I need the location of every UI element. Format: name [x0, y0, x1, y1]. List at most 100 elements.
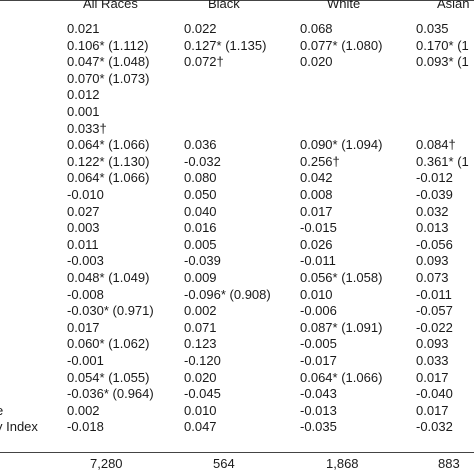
cell-black: 0.072†: [184, 54, 224, 70]
table-row: 0.001: [0, 103, 474, 121]
cell-white: -0.005: [300, 336, 337, 352]
cell-all-races: -0.008: [67, 286, 104, 302]
table-top-rule: [0, 0, 474, 1]
cell-black: 0.009: [184, 270, 217, 285]
cell-white: 0.017: [300, 203, 333, 219]
cell-black: -0.032: [184, 153, 221, 169]
n-white: 1,868: [326, 456, 359, 471]
cell-white: -0.015: [300, 220, 337, 236]
cell-black: 0.127* (1.135): [184, 37, 267, 53]
cell-black: -0.045: [184, 386, 221, 402]
cell-asian: 0.033: [416, 353, 449, 368]
cell-black: 0.010: [184, 402, 217, 418]
cell-black: 0.047: [184, 419, 217, 435]
table-row: 0.027 0.040 0.017 0.032: [0, 203, 474, 221]
cell-black: 0.005: [184, 236, 217, 252]
cell-asian: 0.093: [416, 253, 449, 269]
cell-all-races: 0.027: [67, 203, 100, 219]
cell-white: 0.068: [300, 21, 333, 36]
cell-all-races: -0.018: [67, 419, 104, 435]
cell-asian: 0.017: [416, 369, 449, 385]
cell-white: -0.017: [300, 353, 337, 368]
cell-asian: -0.032: [416, 419, 453, 435]
table-row: -0.001 -0.120 -0.017 0.033: [0, 352, 474, 370]
cell-asian: -0.039: [416, 187, 453, 202]
row-label: y Index: [0, 419, 38, 435]
cell-black: 0.002: [184, 303, 217, 319]
header-white: White: [327, 0, 361, 11]
cell-asian: 0.361* (1: [416, 153, 469, 169]
cell-black: -0.096* (0.908): [184, 286, 271, 302]
cell-all-races: 0.011: [67, 236, 99, 252]
table-row: 0.021 0.022 0.068 0.035: [0, 20, 474, 38]
table-row: -0.010 0.050 0.008 -0.039: [0, 186, 474, 204]
header-black: Black: [208, 0, 240, 11]
n-asian: 883: [438, 456, 460, 471]
cell-white: 0.042: [300, 170, 333, 186]
table-row: 0.064* (1.066) 0.080 0.042 -0.012: [0, 169, 474, 187]
cell-all-races: 0.106* (1.112): [67, 37, 149, 53]
cell-asian: 0.084†: [416, 137, 456, 153]
cell-white: 0.026: [300, 236, 333, 252]
n-black: 564: [213, 456, 235, 471]
cell-asian: 0.017: [416, 402, 449, 418]
cell-all-races: 0.012: [67, 87, 100, 103]
cell-all-races: 0.002: [67, 402, 100, 418]
table-row: 0.106* (1.112) 0.127* (1.135) 0.077* (1.08…: [0, 37, 474, 55]
table-row: 0.033†: [0, 120, 474, 138]
table-row: 0.060* (1.062) 0.123 -0.005 0.093: [0, 335, 474, 353]
cell-asian: -0.011: [416, 286, 452, 302]
table-row: -0.030* (0.971) 0.002 -0.006 -0.057: [0, 302, 474, 320]
table-row: e 0.002 0.010 -0.013 0.017: [0, 402, 474, 420]
cell-all-races: 0.047* (1.048): [67, 54, 150, 70]
cell-all-races: -0.036* (0.964): [67, 386, 154, 402]
table-row: 0.070* (1.073): [0, 70, 474, 88]
cell-black: 0.123: [184, 336, 217, 352]
cell-all-races: 0.070* (1.073): [67, 70, 150, 86]
cell-asian: -0.057: [416, 303, 453, 319]
cell-white: -0.035: [300, 419, 337, 435]
cell-black: 0.022: [184, 21, 217, 36]
sample-size-row: 7,280 564 1,868 883: [0, 455, 474, 473]
cell-all-races: 0.001: [67, 104, 100, 119]
cell-asian: -0.012: [416, 170, 453, 186]
header-asian: Asian: [437, 0, 470, 11]
table-row: 0.011 0.005 0.026 -0.056: [0, 236, 474, 254]
table-row: -0.003 -0.039 -0.011 0.093: [0, 252, 474, 270]
table-bottom-rule: [0, 452, 474, 453]
cell-all-races: 0.003: [67, 220, 100, 236]
cell-black: 0.020: [184, 369, 217, 385]
cell-all-races: -0.010: [67, 187, 104, 202]
cell-black: 0.036: [184, 137, 217, 153]
cell-asian: -0.040: [416, 386, 453, 402]
cell-all-races: 0.033†: [67, 120, 107, 136]
cell-black: 0.071: [184, 319, 217, 335]
cell-white: -0.043: [300, 386, 337, 402]
cell-all-races: 0.122* (1.130): [67, 153, 150, 169]
cell-all-races: 0.054* (1.055): [67, 369, 150, 385]
table-row: 0.003 0.016 -0.015 0.013: [0, 219, 474, 237]
cell-white: 0.256†: [300, 153, 340, 169]
cell-white: 0.077* (1.080): [300, 37, 383, 53]
cell-black: 0.050: [184, 187, 217, 202]
cell-asian: 0.170* (1: [416, 37, 469, 53]
table-row: 0.048* (1.049) 0.009 0.056* (1.058) 0.073: [0, 269, 474, 287]
cell-all-races: 0.060* (1.062): [67, 336, 150, 352]
cell-white: -0.013: [300, 402, 337, 418]
table-row: 0.012: [0, 86, 474, 104]
cell-white: -0.011: [300, 253, 336, 269]
cell-black: 0.040: [184, 203, 217, 219]
cell-asian: 0.093* (1: [416, 54, 469, 70]
table-row: -0.036* (0.964) -0.045 -0.043 -0.040: [0, 385, 474, 403]
cell-asian: 0.035: [416, 21, 449, 36]
cell-white: 0.056* (1.058): [300, 270, 383, 285]
cell-white: 0.064* (1.066): [300, 369, 383, 385]
table-row: 0.122* (1.130) -0.032 0.256† 0.361* (1: [0, 153, 474, 171]
cell-white: 0.008: [300, 187, 333, 202]
cell-asian: 0.013: [416, 220, 449, 236]
cell-black: -0.120: [184, 353, 221, 368]
table-row: 0.064* (1.066) 0.036 0.090* (1.094) 0.084†: [0, 136, 474, 154]
cell-asian: 0.073: [416, 270, 449, 285]
cell-all-races: -0.030* (0.971): [67, 303, 154, 319]
row-label: e: [0, 402, 3, 420]
